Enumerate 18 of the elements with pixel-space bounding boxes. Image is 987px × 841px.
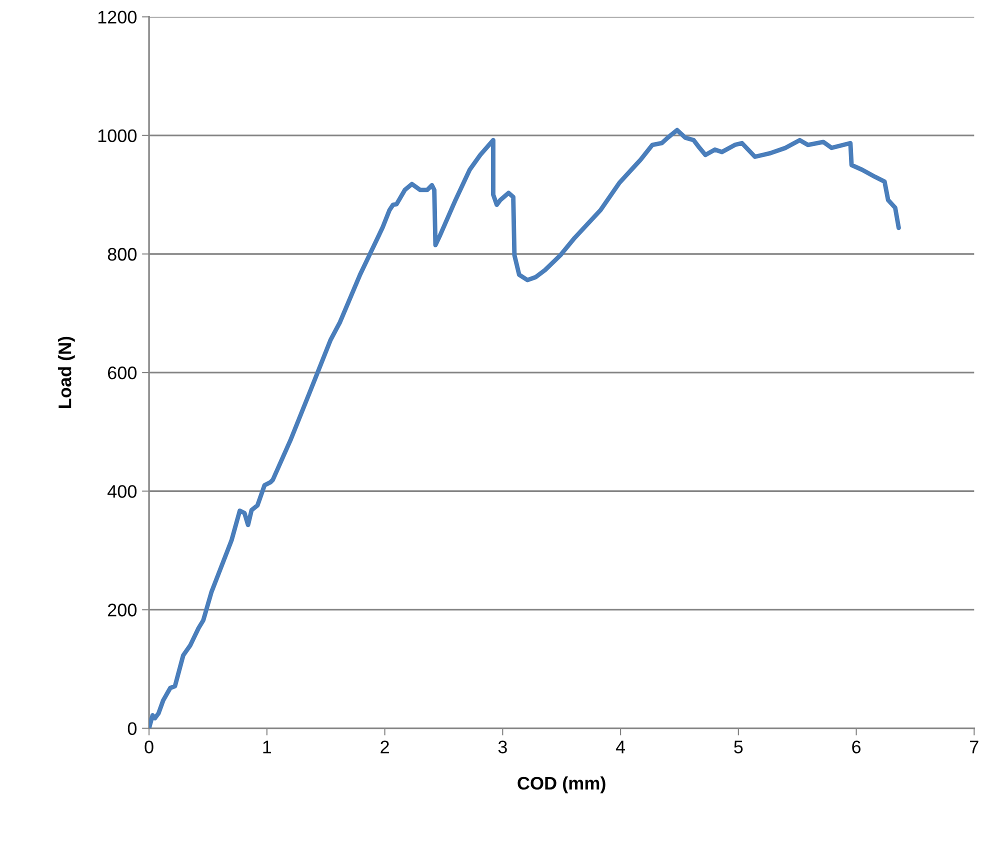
- x-tick-label: 3: [498, 740, 507, 754]
- x-tick-label: 6: [852, 740, 861, 754]
- x-tick-label: 1: [263, 740, 272, 754]
- y-tick-label: 0: [128, 722, 137, 736]
- x-axis-title: COD (mm): [518, 776, 606, 794]
- x-tick-label: 5: [734, 740, 743, 754]
- line-series: [149, 128, 901, 728]
- x-tick-label: 4: [616, 740, 626, 754]
- y-tick-label: 1200: [98, 10, 137, 24]
- x-tick-label: 7: [970, 740, 978, 754]
- y-tick-label: 1000: [98, 129, 137, 142]
- x-tick-label: 2: [380, 740, 389, 754]
- y-tick-label: 400: [108, 485, 137, 498]
- y-axis-title: Load (N): [58, 336, 75, 408]
- y-tick-label: 200: [108, 604, 137, 616]
- y-tick-label: 800: [108, 248, 137, 261]
- y-tick-label: 600: [108, 366, 137, 380]
- x-tick-label: 0: [144, 740, 154, 754]
